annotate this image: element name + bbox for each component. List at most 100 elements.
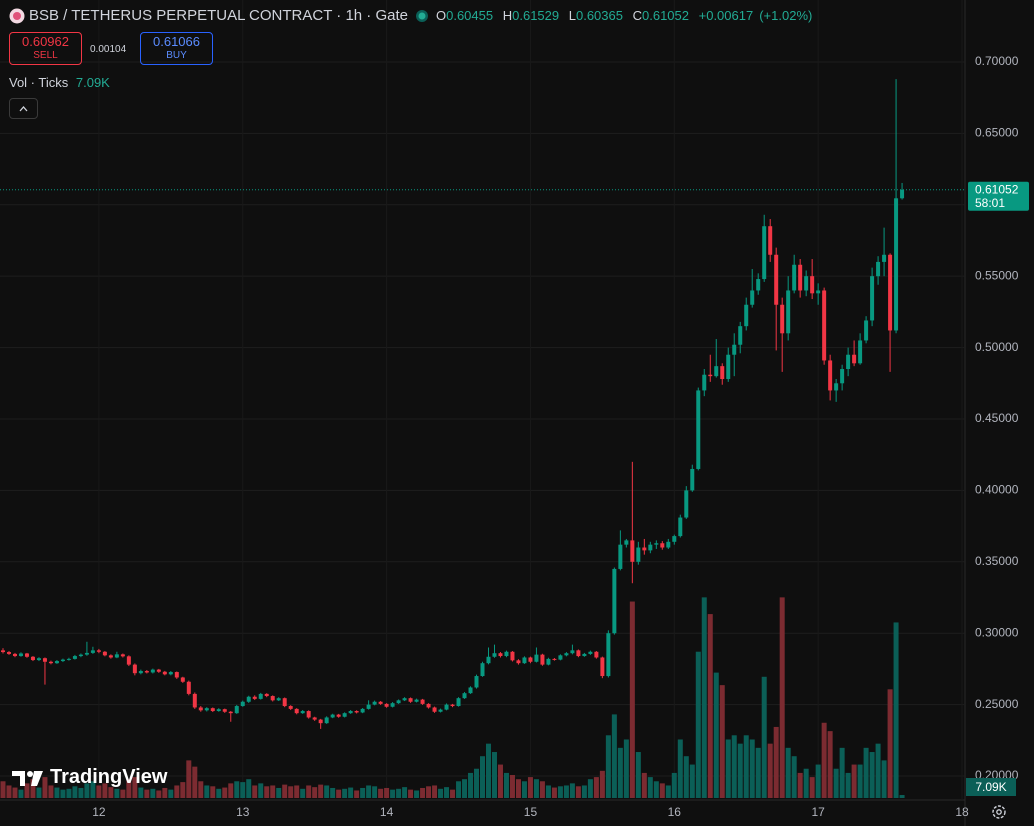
candle-body bbox=[678, 517, 683, 537]
settings-button[interactable] bbox=[990, 803, 1008, 826]
candle-body bbox=[888, 254, 893, 331]
y-tick-label: 0.30000 bbox=[975, 625, 1019, 639]
volume-bar bbox=[24, 783, 30, 798]
candle-body bbox=[72, 656, 77, 659]
candle-body bbox=[48, 661, 53, 664]
candle-body bbox=[174, 672, 179, 678]
candle-body bbox=[90, 650, 95, 653]
volume-bar bbox=[36, 787, 42, 798]
open-value: 0.60455 bbox=[446, 8, 494, 23]
candle-body bbox=[762, 226, 767, 280]
volume-legend-title: Vol · Ticks bbox=[9, 75, 69, 90]
candle-body bbox=[198, 707, 203, 711]
volume-bar bbox=[348, 787, 354, 798]
x-tick-label: 15 bbox=[524, 805, 538, 819]
volume-bar bbox=[258, 783, 264, 798]
last-price-label: 0.61052 bbox=[975, 182, 1019, 196]
volume-legend-value: 7.09K bbox=[75, 75, 110, 90]
volume-bar bbox=[683, 756, 689, 798]
candle-body bbox=[6, 652, 11, 654]
collapse-button[interactable] bbox=[9, 98, 38, 119]
brand-name: TradingView bbox=[50, 766, 168, 788]
volume-bar bbox=[599, 770, 605, 798]
candle-body bbox=[456, 698, 461, 707]
volume-bar bbox=[773, 726, 779, 798]
volume-bar bbox=[78, 787, 84, 798]
candle-body bbox=[0, 650, 5, 653]
candle-body bbox=[330, 714, 335, 718]
volume-legend: Vol · Ticks 7.09K bbox=[9, 75, 110, 90]
volume-bar bbox=[821, 722, 827, 798]
candle-body bbox=[690, 468, 695, 491]
volume-bar bbox=[252, 785, 258, 798]
volume-bar bbox=[318, 784, 324, 798]
volume-bar bbox=[408, 789, 414, 798]
volume-bar bbox=[306, 785, 312, 798]
sell-button[interactable]: 0.60962 SELL bbox=[9, 32, 82, 65]
candle-body bbox=[600, 657, 605, 677]
volume-bar bbox=[719, 685, 725, 798]
volume-bar bbox=[360, 787, 366, 798]
candle-body bbox=[336, 714, 341, 717]
volume-bar bbox=[6, 785, 12, 798]
volume-bar bbox=[887, 689, 893, 798]
volume-bar bbox=[48, 785, 54, 798]
volume-bar bbox=[893, 622, 899, 798]
candle-body bbox=[156, 669, 161, 672]
volume-bar bbox=[623, 739, 629, 798]
buy-button[interactable]: 0.61066 BUY bbox=[140, 32, 213, 65]
candle-body bbox=[750, 290, 755, 305]
volume-bar bbox=[198, 781, 204, 798]
volume-bar bbox=[42, 777, 48, 798]
volume-bar bbox=[168, 789, 174, 798]
volume-bar bbox=[480, 756, 485, 798]
buy-label: BUY bbox=[166, 49, 187, 61]
volume-bar bbox=[851, 764, 857, 798]
candle-body bbox=[36, 658, 41, 661]
volume-bar bbox=[557, 786, 563, 798]
candle-body bbox=[30, 656, 35, 661]
volume-bar bbox=[779, 597, 785, 798]
volume-bar bbox=[282, 784, 288, 798]
candle-body bbox=[450, 704, 455, 707]
candle-body bbox=[126, 656, 131, 665]
volume-bar bbox=[863, 747, 869, 798]
candle-body bbox=[564, 653, 569, 656]
volume-bar bbox=[192, 766, 198, 798]
x-tick-label: 14 bbox=[380, 805, 394, 819]
candle-body bbox=[744, 304, 749, 327]
brand-icon bbox=[12, 770, 43, 786]
volume-bar bbox=[503, 772, 509, 798]
collapse-icon bbox=[19, 106, 28, 112]
candle-body bbox=[324, 717, 329, 724]
volume-bar bbox=[527, 777, 533, 798]
volume-bar bbox=[342, 788, 348, 798]
symbol-header: BSB / TETHERUS PERPETUAL CONTRACT · 1h ·… bbox=[9, 7, 818, 24]
volume-bar bbox=[474, 768, 480, 798]
candle-body bbox=[78, 654, 83, 657]
volume-bar bbox=[803, 768, 809, 798]
volume-bar bbox=[240, 782, 246, 798]
volume-bar bbox=[653, 781, 659, 798]
volume-bars bbox=[0, 597, 905, 798]
x-tick-label: 17 bbox=[811, 805, 825, 819]
candle-body bbox=[630, 540, 635, 562]
volume-bar bbox=[875, 743, 881, 798]
candle-body bbox=[390, 703, 395, 707]
volume-bar bbox=[174, 785, 180, 798]
symbol-title[interactable]: BSB / TETHERUS PERPETUAL CONTRACT · 1h ·… bbox=[29, 7, 408, 24]
volume-bar bbox=[833, 768, 839, 798]
volume-bar bbox=[731, 735, 737, 798]
candle-body bbox=[306, 711, 311, 718]
candle-body bbox=[372, 701, 377, 705]
volume-bar bbox=[635, 752, 641, 798]
volume-bar bbox=[156, 790, 162, 798]
candle-body bbox=[420, 699, 425, 704]
volume-bar bbox=[402, 787, 408, 798]
countdown-label: 58:01 bbox=[975, 196, 1005, 210]
volume-bar bbox=[18, 789, 24, 798]
candle-body bbox=[558, 655, 563, 660]
volume-bar bbox=[605, 735, 611, 798]
candle-body bbox=[24, 653, 29, 657]
volume-bar bbox=[462, 779, 468, 798]
